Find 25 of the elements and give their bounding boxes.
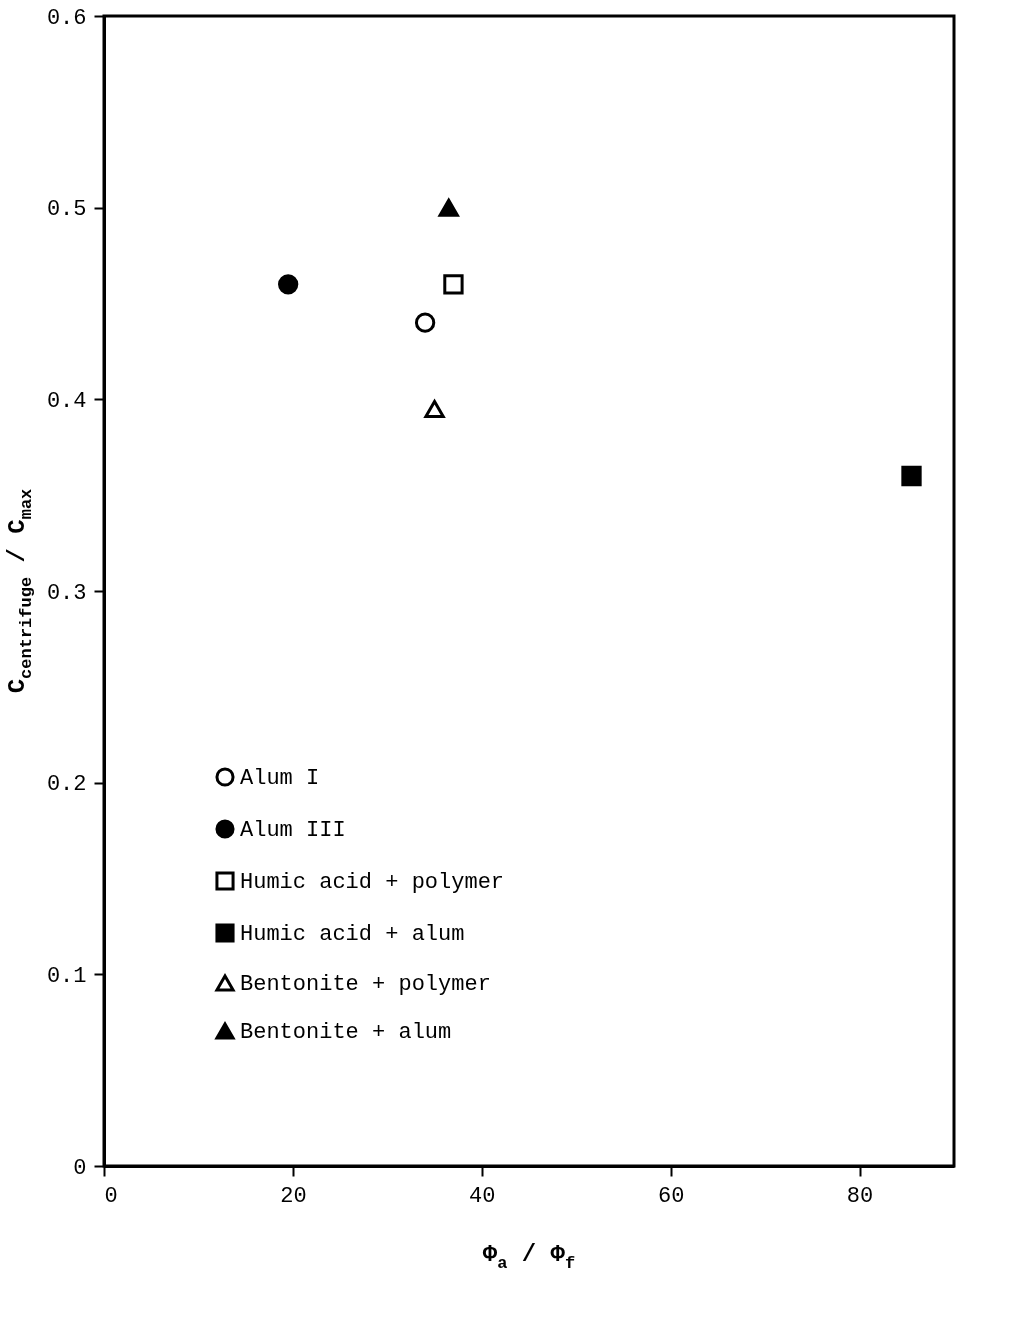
y-tick-label: 0.1	[46, 963, 87, 989]
x-tick-label: 60	[657, 1183, 685, 1209]
legend-label: Humic acid + polymer	[240, 870, 505, 895]
point	[438, 198, 459, 217]
point	[414, 312, 436, 333]
point	[278, 274, 299, 295]
point	[424, 399, 445, 418]
legend-label: Bentonite + alum	[240, 1020, 452, 1045]
x-tick-label: 40	[469, 1183, 496, 1209]
y-tick-label: 0.5	[46, 197, 87, 223]
x-tick-label: 80	[846, 1183, 874, 1209]
y-axis-title: Ccentrifuge / Cmax	[4, 488, 36, 694]
y-tick-label: 0.4	[46, 388, 87, 414]
y-tick-label: 0.3	[46, 580, 87, 606]
y-tick-label: 0	[73, 1155, 87, 1181]
point	[443, 274, 464, 295]
x-tick-label: 0	[104, 1183, 118, 1209]
y-tick-label: 0.6	[46, 5, 87, 31]
legend-label: Bentonite + polymer	[240, 972, 491, 997]
y-tick-label: 0.2	[46, 772, 87, 798]
point	[901, 465, 922, 487]
legend-label: Alum III	[240, 818, 346, 843]
legend-label: Alum I	[240, 766, 320, 791]
x-tick-label: 20	[280, 1183, 307, 1209]
legend-label: Humic acid + alum	[240, 922, 465, 947]
